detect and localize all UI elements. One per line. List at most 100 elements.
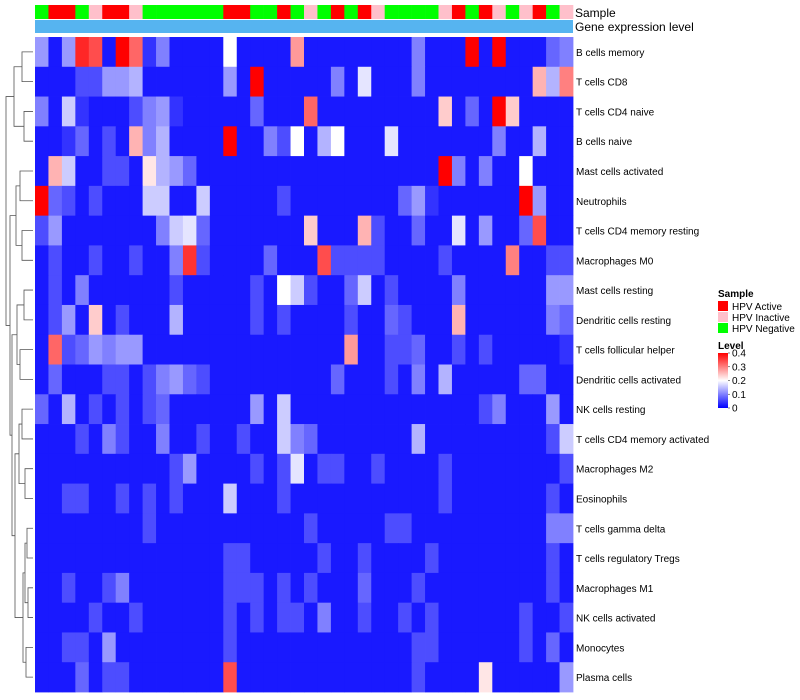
heatmap-cell <box>169 453 184 484</box>
heatmap-cell <box>196 394 211 425</box>
heatmap-cell <box>304 334 318 365</box>
heatmap-cell <box>304 543 318 574</box>
heatmap-cell <box>236 156 251 187</box>
heatmap-cell <box>519 215 534 246</box>
heatmap-cell <box>371 513 386 544</box>
heatmap-cell <box>546 275 560 306</box>
heatmap-cell <box>532 662 547 693</box>
heatmap-cell <box>250 483 265 514</box>
heatmap-cell <box>398 632 412 663</box>
heatmap-cell <box>142 37 157 68</box>
heatmap-cell <box>61 304 76 336</box>
heatmap-cell <box>438 245 453 276</box>
heatmap-cell <box>129 245 143 276</box>
heatmap-cell <box>330 602 345 633</box>
heatmap-cell <box>48 364 63 395</box>
level-tick-label: 0.2 <box>732 376 746 387</box>
heatmap-cell <box>532 37 547 68</box>
sample-track-label: Sample <box>575 6 616 20</box>
heatmap-cell <box>250 334 265 365</box>
heatmap-cell <box>304 364 318 395</box>
heatmap-cell <box>129 632 143 663</box>
heatmap-cell <box>505 602 520 633</box>
heatmap-cell <box>357 37 372 68</box>
heatmap-cell <box>317 394 332 425</box>
heatmap-cell <box>532 215 547 246</box>
heatmap-cell <box>102 572 117 604</box>
heatmap-cell <box>438 602 453 633</box>
sample-annotation-cell <box>290 5 305 19</box>
heatmap-cell <box>223 572 238 604</box>
heatmap-cell <box>357 275 372 306</box>
heatmap-cell <box>236 662 251 693</box>
heatmap-cell <box>304 483 318 514</box>
heatmap-cell <box>250 126 265 157</box>
heatmap-cell <box>465 364 480 395</box>
heatmap-cell <box>451 156 466 187</box>
heatmap-cell <box>451 602 466 633</box>
heatmap-cell <box>142 304 157 336</box>
heatmap-cell <box>425 185 439 217</box>
heatmap-cells <box>35 37 574 693</box>
heatmap-cell <box>532 394 547 425</box>
heatmap-cell <box>156 513 170 544</box>
sample-annotation-cell <box>519 5 533 19</box>
heatmap-cell <box>344 185 359 217</box>
heatmap-cell <box>182 394 197 425</box>
heatmap-cell <box>48 304 63 336</box>
heatmap-cell <box>48 602 63 633</box>
sample-annotation-cell <box>317 5 332 19</box>
sample-annotation-cell <box>88 5 103 19</box>
heatmap-cell <box>411 424 426 455</box>
heatmap-cell <box>478 543 493 574</box>
heatmap-cell <box>196 215 211 246</box>
heatmap-cell <box>142 483 157 514</box>
heatmap-cell <box>102 37 117 68</box>
heatmap-cell <box>505 185 520 217</box>
heatmap-cell <box>451 215 466 246</box>
heatmap-cell <box>438 215 453 246</box>
heatmap-cell <box>88 126 103 157</box>
heatmap-cell <box>492 483 507 514</box>
heatmap-cell <box>35 513 49 544</box>
heatmap-cell <box>344 483 359 514</box>
heatmap-cell <box>250 275 265 306</box>
heatmap-cell <box>357 394 372 425</box>
heatmap-cell <box>156 215 170 246</box>
heatmap-cell <box>263 662 278 693</box>
heatmap-cell <box>384 543 399 574</box>
heatmap-cell <box>371 364 386 395</box>
heatmap-cell <box>304 185 318 217</box>
heatmap-cell <box>519 185 534 217</box>
heatmap-cell <box>478 394 493 425</box>
heatmap-cell <box>384 364 399 395</box>
heatmap-cell <box>115 156 130 187</box>
heatmap-cell <box>559 483 574 514</box>
heatmap-cell <box>263 66 278 97</box>
heatmap-cell <box>546 334 560 365</box>
heatmap-cell <box>182 126 197 157</box>
heatmap-cell <box>129 662 143 693</box>
heatmap-cell <box>519 602 534 633</box>
heatmap-cell <box>344 156 359 187</box>
heatmap-cell <box>209 66 224 97</box>
heatmap-cell <box>88 37 103 68</box>
heatmap-cell <box>519 304 534 336</box>
heatmap-cell <box>357 424 372 455</box>
heatmap-cell <box>182 453 197 484</box>
heatmap-cell <box>236 543 251 574</box>
heatmap-cell <box>290 662 305 693</box>
heatmap-cell <box>451 275 466 306</box>
sample-annotation-cell <box>209 5 224 19</box>
heatmap-cell <box>532 453 547 484</box>
heatmap-cell <box>478 424 493 455</box>
heatmap-cell <box>61 96 76 127</box>
heatmap-cell <box>263 275 278 306</box>
heatmap-cell <box>384 215 399 246</box>
heatmap-cell <box>492 364 507 395</box>
heatmap-cell <box>398 602 412 633</box>
heatmap-cell <box>48 483 63 514</box>
heatmap-cell <box>451 424 466 455</box>
heatmap-cell <box>236 245 251 276</box>
heatmap-cell <box>559 364 574 395</box>
